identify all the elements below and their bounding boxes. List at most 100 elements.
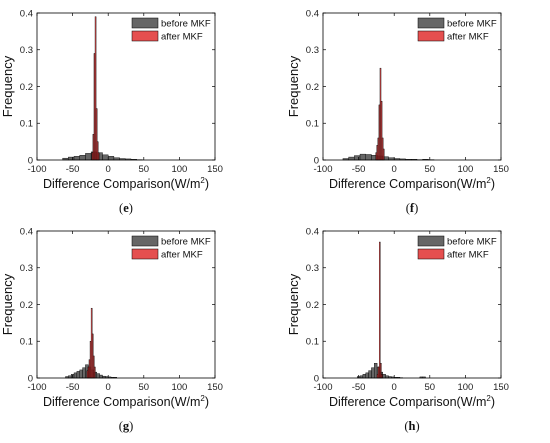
- legend-label: before MKF: [161, 19, 211, 30]
- chart-panel-f: 0 0.1 0.2 0.3 0.4 -100 -50 0 50 100 150 Frequency Di…: [286, 8, 509, 215]
- plot-area: [323, 231, 501, 378]
- panel-label: (h): [404, 419, 419, 433]
- x-axis-label-close: ): [491, 177, 495, 191]
- x-tick-label: 0: [106, 382, 111, 393]
- bar: [362, 374, 366, 379]
- x-tick-label: -50: [66, 164, 80, 175]
- legend-swatch: [131, 17, 159, 29]
- x-tick-label: -100: [313, 164, 332, 175]
- y-tick-label: 0: [314, 155, 319, 166]
- legend-swatch: [131, 30, 159, 42]
- legend-label: before MKF: [447, 19, 497, 30]
- y-tick-label: 0.3: [306, 45, 319, 56]
- panel-label: (e): [119, 201, 133, 215]
- panel-label-close: ): [415, 419, 419, 433]
- y-tick-label: 0: [28, 155, 33, 166]
- y-tick-label: 0.2: [306, 82, 319, 93]
- legend-swatch: [417, 235, 445, 247]
- x-axis-label-close: ): [205, 177, 209, 191]
- panel-label: (g): [119, 419, 134, 433]
- x-tick-label: -100: [313, 382, 332, 393]
- x-tick-label: 0: [106, 164, 111, 175]
- x-tick-label: 150: [207, 382, 223, 393]
- x-tick-label: -100: [27, 382, 46, 393]
- legend-label: after MKF: [161, 250, 203, 261]
- y-tick-label: 0.2: [20, 82, 33, 93]
- x-axis-label-text: Difference Comparison(W/m: [43, 395, 200, 409]
- bar: [94, 366, 96, 379]
- x-tick-label: 50: [139, 164, 150, 175]
- y-tick-label: 0.2: [306, 300, 319, 311]
- panel-label-letter: g: [123, 419, 130, 433]
- bar: [348, 156, 355, 161]
- y-tick-label: 0.1: [20, 337, 33, 348]
- bar: [79, 155, 86, 161]
- legend-label: after MKF: [447, 250, 489, 261]
- plot-area: [323, 13, 501, 160]
- bar: [107, 156, 115, 161]
- panel-label-open: (: [404, 419, 408, 433]
- y-axis-label: Frequency: [286, 55, 301, 117]
- x-axis-label-sup: 2: [486, 394, 491, 403]
- x-tick-label: 150: [207, 164, 223, 175]
- x-axis-label-sup: 2: [200, 176, 205, 185]
- x-axis-label-text: Difference Comparison(W/m: [329, 395, 486, 409]
- bar: [382, 374, 386, 379]
- y-tick-label: 0.1: [306, 337, 319, 348]
- plot-area: [37, 231, 215, 378]
- x-tick-label: -50: [66, 382, 80, 393]
- x-axis-label: Difference Comparison(W/m2): [329, 394, 495, 409]
- legend-label: before MKF: [447, 237, 497, 248]
- x-tick-label: 0: [392, 382, 397, 393]
- panel-label-close: ): [129, 201, 133, 215]
- x-tick-label: 100: [457, 164, 473, 175]
- x-axis-label-sup: 2: [486, 176, 491, 185]
- x-axis-label-text: Difference Comparison(W/m: [329, 177, 486, 191]
- y-tick-label: 0.4: [306, 8, 319, 19]
- x-tick-label: 150: [493, 164, 509, 175]
- x-axis-label: Difference Comparison(W/m2): [43, 176, 209, 191]
- legend-swatch: [417, 17, 445, 29]
- legend-label: after MKF: [447, 32, 489, 43]
- panel-label-open: (: [119, 419, 123, 433]
- bar: [98, 152, 100, 161]
- bar: [371, 367, 375, 379]
- y-tick-label: 0.3: [20, 45, 33, 56]
- legend-swatch: [131, 248, 159, 260]
- bar: [359, 153, 366, 161]
- x-tick-label: 100: [171, 382, 187, 393]
- legend-label: after MKF: [161, 32, 203, 43]
- y-tick-label: 0.2: [20, 300, 33, 311]
- chart-panel-g: 0 0.1 0.2 0.3 0.4 -100 -50 0 50 100 150 Frequency Di…: [0, 226, 223, 433]
- y-axis-label: Frequency: [0, 273, 15, 335]
- panel-label-close: ): [414, 201, 418, 215]
- x-tick-label: -50: [352, 382, 366, 393]
- bar: [381, 374, 383, 379]
- bar: [96, 373, 100, 379]
- y-tick-label: 0.4: [306, 226, 319, 237]
- x-tick-label: 50: [425, 164, 436, 175]
- x-axis-label: Difference Comparison(W/m2): [43, 394, 209, 409]
- chart-panel-h: 0 0.1 0.2 0.3 0.4 -100 -50 0 50 100 150 Frequency Di…: [286, 226, 509, 433]
- legend-swatch: [417, 248, 445, 260]
- y-tick-label: 0.3: [20, 263, 33, 274]
- panel-label-letter: h: [409, 419, 416, 433]
- x-axis-label: Difference Comparison(W/m2): [329, 176, 495, 191]
- bar: [82, 367, 86, 379]
- panel-label-letter: e: [123, 201, 129, 215]
- x-axis-label-text: Difference Comparison(W/m: [43, 177, 200, 191]
- bar: [73, 372, 78, 379]
- y-axis-label: Frequency: [286, 273, 301, 335]
- x-tick-label: 50: [425, 382, 436, 393]
- bar: [368, 370, 372, 379]
- bar: [374, 363, 378, 379]
- series-after: [86, 307, 96, 379]
- bar: [73, 156, 80, 161]
- bar: [102, 154, 109, 161]
- bar: [79, 369, 83, 379]
- plot-area: [37, 13, 215, 160]
- x-tick-label: 100: [171, 164, 187, 175]
- y-tick-label: 0.1: [306, 119, 319, 130]
- y-tick-label: 0.4: [20, 226, 33, 237]
